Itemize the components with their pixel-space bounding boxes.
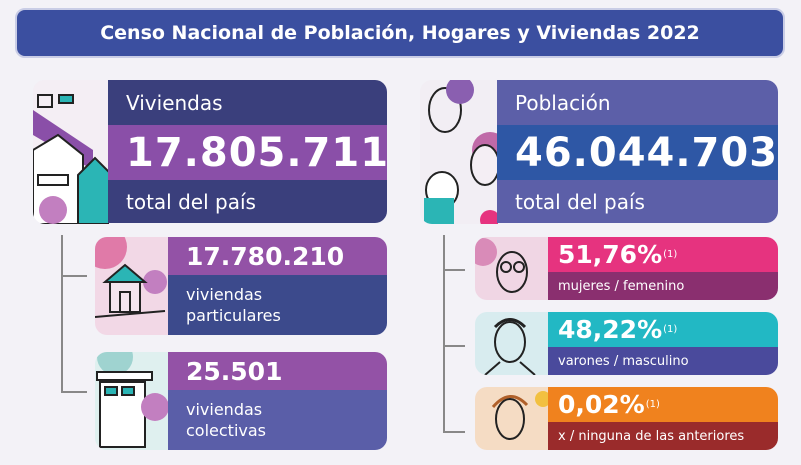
colectivas-label-2: colectivas: [186, 421, 266, 440]
connector-line: [61, 235, 63, 393]
woman-face-illustration: [475, 237, 549, 300]
ninguna-label: x / ninguna de las anteriores: [558, 428, 745, 444]
footnote-marker: (1): [645, 399, 660, 410]
poblacion-total: 46.044.703: [515, 129, 778, 176]
varones-label: varones / masculino: [558, 353, 689, 369]
house-illustration: [95, 237, 169, 335]
footnote-marker: (1): [663, 249, 678, 260]
poblacion-label: Población: [515, 90, 611, 115]
footnote-marker: (1): [663, 324, 678, 335]
particulares-value: 17.780.210: [186, 241, 345, 271]
connector-line: [61, 275, 87, 277]
connector-line: [443, 345, 465, 347]
ninguna-value: 0,02%: [558, 390, 645, 419]
viviendas-sub: total del país: [126, 189, 256, 214]
viviendas-total-card: Viviendas 17.805.711 total del país: [108, 80, 387, 223]
viviendas-total: 17.805.711: [126, 129, 387, 176]
people-illustration: [420, 80, 498, 224]
connector-line: [443, 431, 465, 433]
mujeres-label: mujeres / femenino: [558, 278, 685, 294]
title-text: Censo Nacional de Población, Hogares y V…: [100, 22, 700, 44]
building-illustration: [95, 352, 169, 450]
person-face-illustration: [475, 387, 549, 450]
viviendas-colectivas-card: 25.501 viviendas colectivas: [168, 352, 387, 450]
varones-card: 48,22% (1) varones / masculino: [548, 312, 778, 375]
mujeres-value: 51,76%: [558, 240, 663, 269]
connector-line: [443, 235, 445, 433]
colectivas-label-1: viviendas: [186, 400, 263, 419]
connector-line: [61, 391, 87, 393]
page-title: Censo Nacional de Población, Hogares y V…: [15, 8, 785, 58]
particulares-label-2: particulares: [186, 306, 281, 325]
colectivas-value: 25.501: [186, 356, 283, 386]
varones-value: 48,22%: [558, 315, 663, 344]
poblacion-sub: total del país: [515, 189, 645, 214]
man-face-illustration: [475, 312, 549, 375]
poblacion-total-card: Población 46.044.703 total del país: [497, 80, 778, 223]
mujeres-card: 51,76% (1) mujeres / femenino: [548, 237, 778, 300]
viviendas-particulares-card: 17.780.210 viviendas particulares: [168, 237, 387, 335]
viviendas-label: Viviendas: [126, 90, 223, 115]
houses-illustration: [33, 80, 109, 224]
particulares-label-1: viviendas: [186, 285, 263, 304]
ninguna-card: 0,02% (1) x / ninguna de las anteriores: [548, 387, 778, 450]
connector-line: [443, 269, 465, 271]
